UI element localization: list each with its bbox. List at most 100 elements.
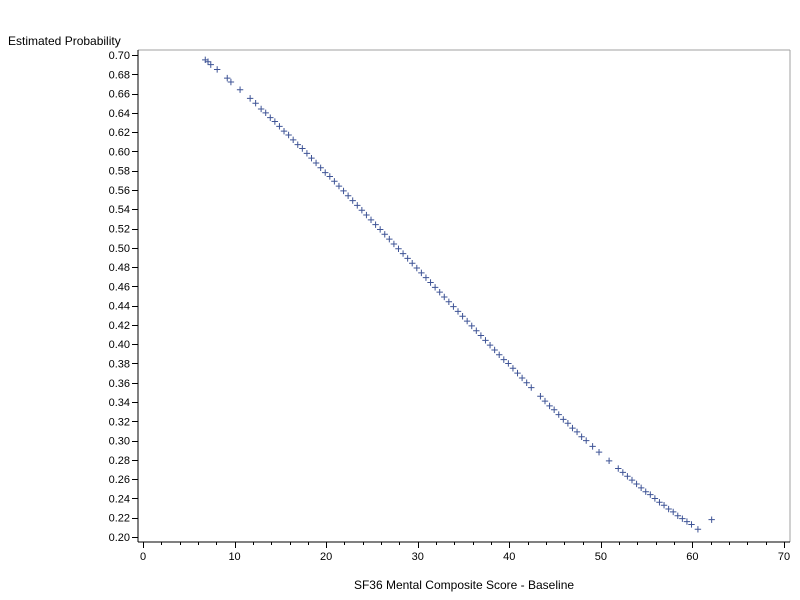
data-point <box>395 245 402 252</box>
y-tick-label: 0.30 <box>109 436 130 448</box>
x-tick-label: 30 <box>412 551 424 563</box>
data-point <box>605 457 613 465</box>
data-point <box>589 443 596 450</box>
y-tick-label: 0.38 <box>109 358 130 370</box>
data-point <box>445 298 453 305</box>
data-point <box>560 416 567 423</box>
data-point <box>326 173 334 180</box>
data-point <box>660 501 668 509</box>
data-point <box>317 164 324 171</box>
data-point <box>473 327 480 334</box>
data-point <box>280 127 288 135</box>
y-tick-label: 0.66 <box>109 89 130 101</box>
x-tick-label: 40 <box>503 551 515 563</box>
data-point <box>637 484 645 492</box>
data-point <box>688 521 695 528</box>
y-tick-label: 0.54 <box>109 204 130 216</box>
data-point <box>431 284 439 291</box>
data-point <box>207 61 214 68</box>
y-tick-label: 0.52 <box>109 224 130 236</box>
data-point <box>267 114 274 121</box>
data-point <box>246 95 254 102</box>
data-point <box>262 109 269 117</box>
data-point <box>679 515 686 522</box>
data-point <box>624 473 631 480</box>
data-point <box>404 255 411 262</box>
data-point <box>418 269 425 277</box>
y-axis: 0.20 0.22 0.24 0.26 0.28 0.30 0.32 0.34 0.36 0.38… <box>109 50 139 544</box>
data-point <box>386 235 393 243</box>
data-point <box>409 260 416 267</box>
x-tick-label: 60 <box>686 551 698 563</box>
y-tick-label: 0.44 <box>109 301 130 313</box>
data-point <box>372 221 379 228</box>
data-point <box>376 226 384 233</box>
data-point <box>454 308 462 315</box>
data-point <box>550 406 558 413</box>
data-point <box>583 437 590 444</box>
data-point <box>573 428 581 436</box>
y-tick-label: 0.48 <box>109 262 130 274</box>
y-tick-label: 0.70 <box>109 50 130 62</box>
data-point <box>363 211 370 219</box>
data-point <box>619 469 627 476</box>
data-point <box>236 86 244 93</box>
data-point <box>628 476 636 484</box>
data-point <box>252 100 259 107</box>
plot-frame-layer <box>138 49 791 542</box>
data-point <box>491 346 498 354</box>
data-point <box>271 118 279 125</box>
data-point <box>224 74 231 82</box>
data-point <box>683 518 691 525</box>
data-point <box>595 448 603 456</box>
data-point <box>204 58 212 65</box>
data-point <box>303 150 311 157</box>
data-point <box>486 341 494 349</box>
y-tick-label: 0.20 <box>109 532 130 544</box>
data-point <box>463 317 471 325</box>
y-tick-label: 0.64 <box>109 108 130 120</box>
data-point <box>381 231 388 238</box>
y-tick-label: 0.34 <box>109 397 130 409</box>
data-point <box>656 499 663 506</box>
x-axis: 0 10 20 30 40 50 60 70 <box>138 541 790 563</box>
data-point <box>276 123 283 130</box>
data-point <box>390 240 398 248</box>
data-point <box>647 491 654 498</box>
data-point <box>331 178 338 185</box>
y-tick-label: 0.50 <box>109 243 130 255</box>
data-point <box>367 216 375 224</box>
data-point <box>523 379 530 386</box>
data-point <box>578 433 585 440</box>
y-tick-label: 0.46 <box>109 281 130 293</box>
data-point <box>518 374 526 382</box>
x-tick-label: 10 <box>228 551 240 563</box>
data-point <box>227 78 235 86</box>
data-point <box>354 202 361 209</box>
data-points-layer <box>202 56 715 533</box>
data-point <box>413 264 420 272</box>
data-point <box>308 154 315 162</box>
data-point <box>555 411 562 418</box>
y-tick-label: 0.36 <box>109 378 130 390</box>
y-tick-label: 0.42 <box>109 320 130 332</box>
data-point <box>514 369 521 377</box>
y-tick-label: 0.28 <box>109 455 130 467</box>
data-point <box>674 512 681 519</box>
data-point <box>642 488 649 495</box>
data-point <box>285 131 292 139</box>
data-point <box>505 360 512 367</box>
data-point <box>450 303 457 310</box>
x-tick-label: 70 <box>778 551 790 563</box>
data-point <box>564 420 572 427</box>
data-point <box>546 402 553 410</box>
data-point <box>669 508 677 516</box>
x-tick-label: 0 <box>140 551 146 563</box>
data-point <box>441 293 448 301</box>
data-point <box>569 424 576 432</box>
data-point <box>322 169 329 176</box>
y-tick-label: 0.56 <box>109 185 130 197</box>
data-point <box>349 197 356 204</box>
